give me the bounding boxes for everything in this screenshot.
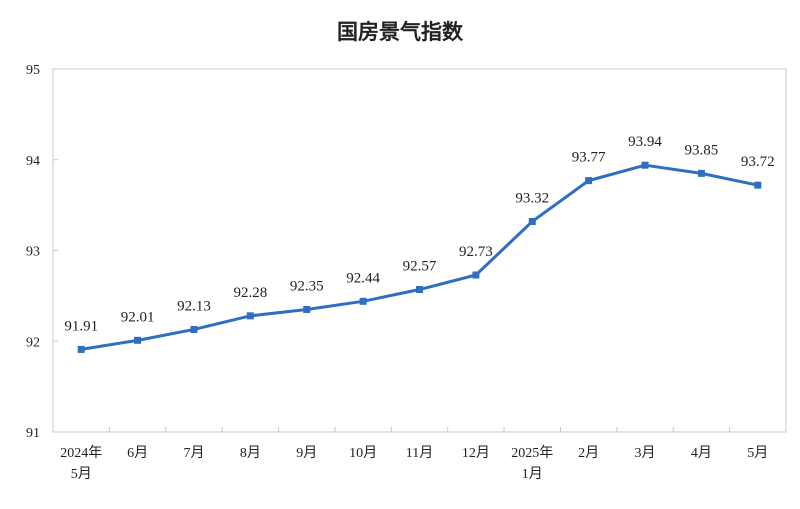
data-point (585, 177, 593, 185)
x-tick-label: 5月 (71, 466, 92, 482)
data-label: 93.77 (572, 150, 606, 166)
x-tick-label: 12月 (462, 445, 490, 461)
y-tick-label: 94 (26, 154, 40, 169)
y-tick-label: 91 (26, 426, 40, 441)
x-tick-label: 2025年 (511, 445, 553, 461)
data-point (77, 345, 85, 353)
data-point (697, 169, 705, 177)
x-tick-label: 1月 (522, 466, 543, 482)
data-point (416, 286, 423, 294)
data-point (134, 336, 142, 344)
data-label: 92.28 (233, 285, 267, 301)
data-point (246, 312, 254, 320)
x-tick-label: 3月 (635, 445, 656, 461)
plot-frame (52, 68, 787, 433)
y-tick-label: 93 (26, 245, 40, 260)
data-label: 92.01 (121, 309, 155, 325)
data-label: 92.57 (403, 259, 437, 275)
data-label: 92.73 (459, 244, 493, 260)
chart-title: 国房景气指数 (337, 20, 463, 44)
data-point (359, 297, 367, 305)
y-tick-label: 95 (26, 63, 40, 78)
data-label: 93.85 (685, 142, 719, 158)
x-tick-label: 10月 (349, 445, 377, 461)
data-label: 93.94 (628, 134, 662, 150)
x-tick-label: 8月 (240, 445, 261, 461)
series-line (80, 163, 759, 351)
data-point (472, 271, 480, 279)
data-label: 92.13 (177, 298, 211, 314)
x-tick-label: 6月 (127, 445, 148, 461)
data-label: 91.91 (64, 318, 98, 334)
x-tick-label: 2月 (578, 445, 599, 461)
data-label: 92.44 (346, 270, 380, 286)
data-label: 93.32 (515, 190, 549, 206)
x-tick-label: 7月 (183, 445, 204, 461)
x-tick-label: 4月 (691, 445, 712, 461)
data-point (190, 325, 198, 333)
x-tick-label: 5月 (747, 445, 768, 461)
data-point (528, 217, 536, 225)
data-point (754, 181, 762, 189)
y-tick-label: 92 (26, 335, 40, 350)
data-point (641, 161, 649, 169)
data-point (303, 305, 311, 313)
x-tick-label: 9月 (296, 445, 317, 461)
data-label: 92.35 (290, 278, 324, 294)
x-tick-label: 11月 (406, 445, 433, 461)
x-tick-label: 2024年 (60, 445, 102, 461)
data-label: 93.72 (741, 154, 775, 170)
